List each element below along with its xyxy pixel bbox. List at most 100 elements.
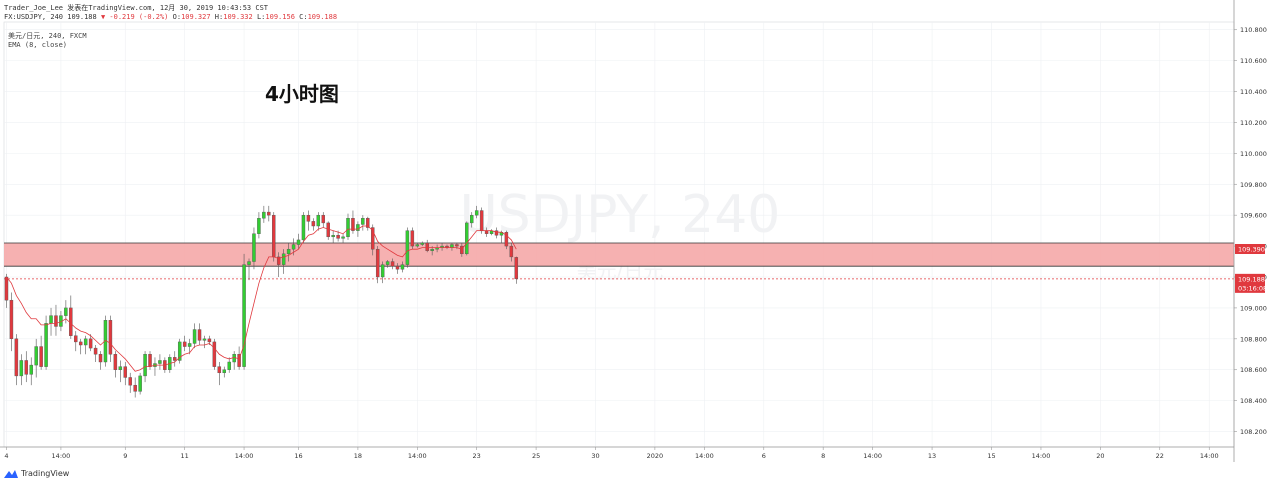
candle-down — [509, 243, 514, 262]
candle-body — [474, 210, 479, 216]
candle-body — [64, 307, 68, 316]
candle-down — [425, 239, 429, 253]
grid — [3, 21, 1235, 448]
time-tick-label: 14:00 — [863, 452, 882, 460]
price-tick-label: 108.400 — [1240, 397, 1267, 405]
candle-body — [390, 261, 395, 267]
candle-body — [242, 264, 246, 367]
candles[interactable] — [4, 205, 519, 398]
candle-down — [123, 362, 128, 386]
support-zone[interactable] — [4, 242, 1234, 267]
candle-up — [138, 372, 142, 395]
ohlc-close: 109.188 — [307, 13, 338, 21]
price-tick-label: 110.800 — [1240, 26, 1267, 34]
candle-up — [380, 261, 385, 284]
candle-body — [410, 230, 415, 247]
time-tick-label: 13 — [928, 452, 936, 460]
candle-down — [395, 263, 400, 274]
candle-down — [410, 227, 415, 250]
candle-up — [29, 357, 33, 386]
candle-body — [83, 338, 88, 346]
candle-body — [400, 264, 405, 270]
candle-body — [133, 384, 137, 392]
candle-up — [405, 227, 410, 268]
candle-up — [341, 233, 345, 243]
time-tick-label: 25 — [532, 452, 540, 460]
publish-info: Trader_Joe_Lee 发表在TradingView.com, 12月 3… — [4, 4, 269, 12]
ohlc-close-label: C: — [299, 13, 308, 21]
candle-body — [118, 366, 123, 370]
candle-body — [375, 248, 380, 278]
candle-down — [306, 210, 311, 231]
candle-body — [257, 218, 261, 234]
price-change: ▼ -0.219 (-0.2%) — [100, 13, 169, 21]
time-tick-label: 8 — [821, 452, 825, 460]
tradingview-logo-icon — [4, 470, 18, 478]
watermark-symbol: USDJPY, 240 — [460, 185, 781, 245]
candle-down — [197, 323, 202, 345]
candle-body — [465, 222, 469, 255]
candle-body — [123, 366, 128, 378]
candle-down — [74, 331, 78, 352]
candle-up — [420, 241, 424, 247]
time-tick-label: 20 — [1096, 452, 1104, 460]
ohlc-high: 109.332 — [223, 13, 253, 21]
candle-up — [470, 212, 474, 228]
candle-body — [336, 235, 340, 239]
candle-up — [242, 253, 246, 370]
candle-body — [420, 242, 424, 245]
candle-down — [366, 216, 370, 231]
candle-down — [321, 212, 325, 228]
time-tick-label: 14:00 — [1200, 452, 1219, 460]
ema-line[interactable] — [6, 225, 517, 372]
timeframe-annotation: 4小时图 — [265, 82, 339, 106]
candle-body — [361, 218, 365, 225]
candle-down — [351, 210, 355, 234]
symbol-legend[interactable]: 美元/日元, 240, FXCM — [8, 32, 87, 40]
zone-price-tag — [1235, 244, 1265, 254]
candle-body — [479, 210, 484, 231]
candle-down — [514, 256, 519, 284]
tradingview-branding[interactable]: TradingView — [4, 469, 69, 478]
candle-down — [113, 351, 118, 378]
candle-down — [504, 230, 509, 250]
candle-body — [138, 375, 142, 392]
candle-body — [346, 218, 350, 238]
candle-body — [356, 224, 360, 231]
indicator-legend[interactable]: EMA (8, close) — [8, 41, 68, 49]
candle-down — [173, 351, 177, 367]
candle-up — [474, 205, 479, 219]
candle-body — [311, 221, 316, 227]
candle-body — [187, 343, 192, 347]
candle-down — [133, 377, 137, 398]
candle-up — [286, 243, 291, 262]
candle-up — [465, 221, 469, 256]
candle-body — [39, 346, 43, 367]
candle-down — [14, 334, 19, 386]
candle-body — [49, 315, 53, 324]
candle-down — [128, 372, 132, 393]
candle-body — [296, 239, 301, 245]
time-axis[interactable]: 4 14:00 9 11 14:00 16 18 14:00 23 25 30 2020 14:00 6 8… — [0, 446, 1234, 460]
time-tick-label: 14:00 — [52, 452, 71, 460]
price-tick-label: 110.400 — [1240, 88, 1267, 96]
candle-body — [306, 214, 311, 222]
time-tick-label: 11 — [181, 452, 189, 460]
time-tick-label: 23 — [473, 452, 481, 460]
time-tick-label: 4 — [4, 452, 8, 460]
candle-body — [351, 218, 355, 231]
candle-down — [217, 362, 222, 386]
candle-body — [316, 214, 321, 227]
candle-down — [54, 304, 58, 336]
candle-body — [380, 264, 385, 278]
candle-body — [54, 315, 58, 327]
last-price-tag-text: 109.188 — [1238, 275, 1265, 283]
candle-body — [286, 248, 291, 255]
countdown-tag-text: 03:16:08 — [1238, 284, 1267, 292]
candle-down — [182, 335, 187, 352]
candle-body — [395, 265, 400, 270]
